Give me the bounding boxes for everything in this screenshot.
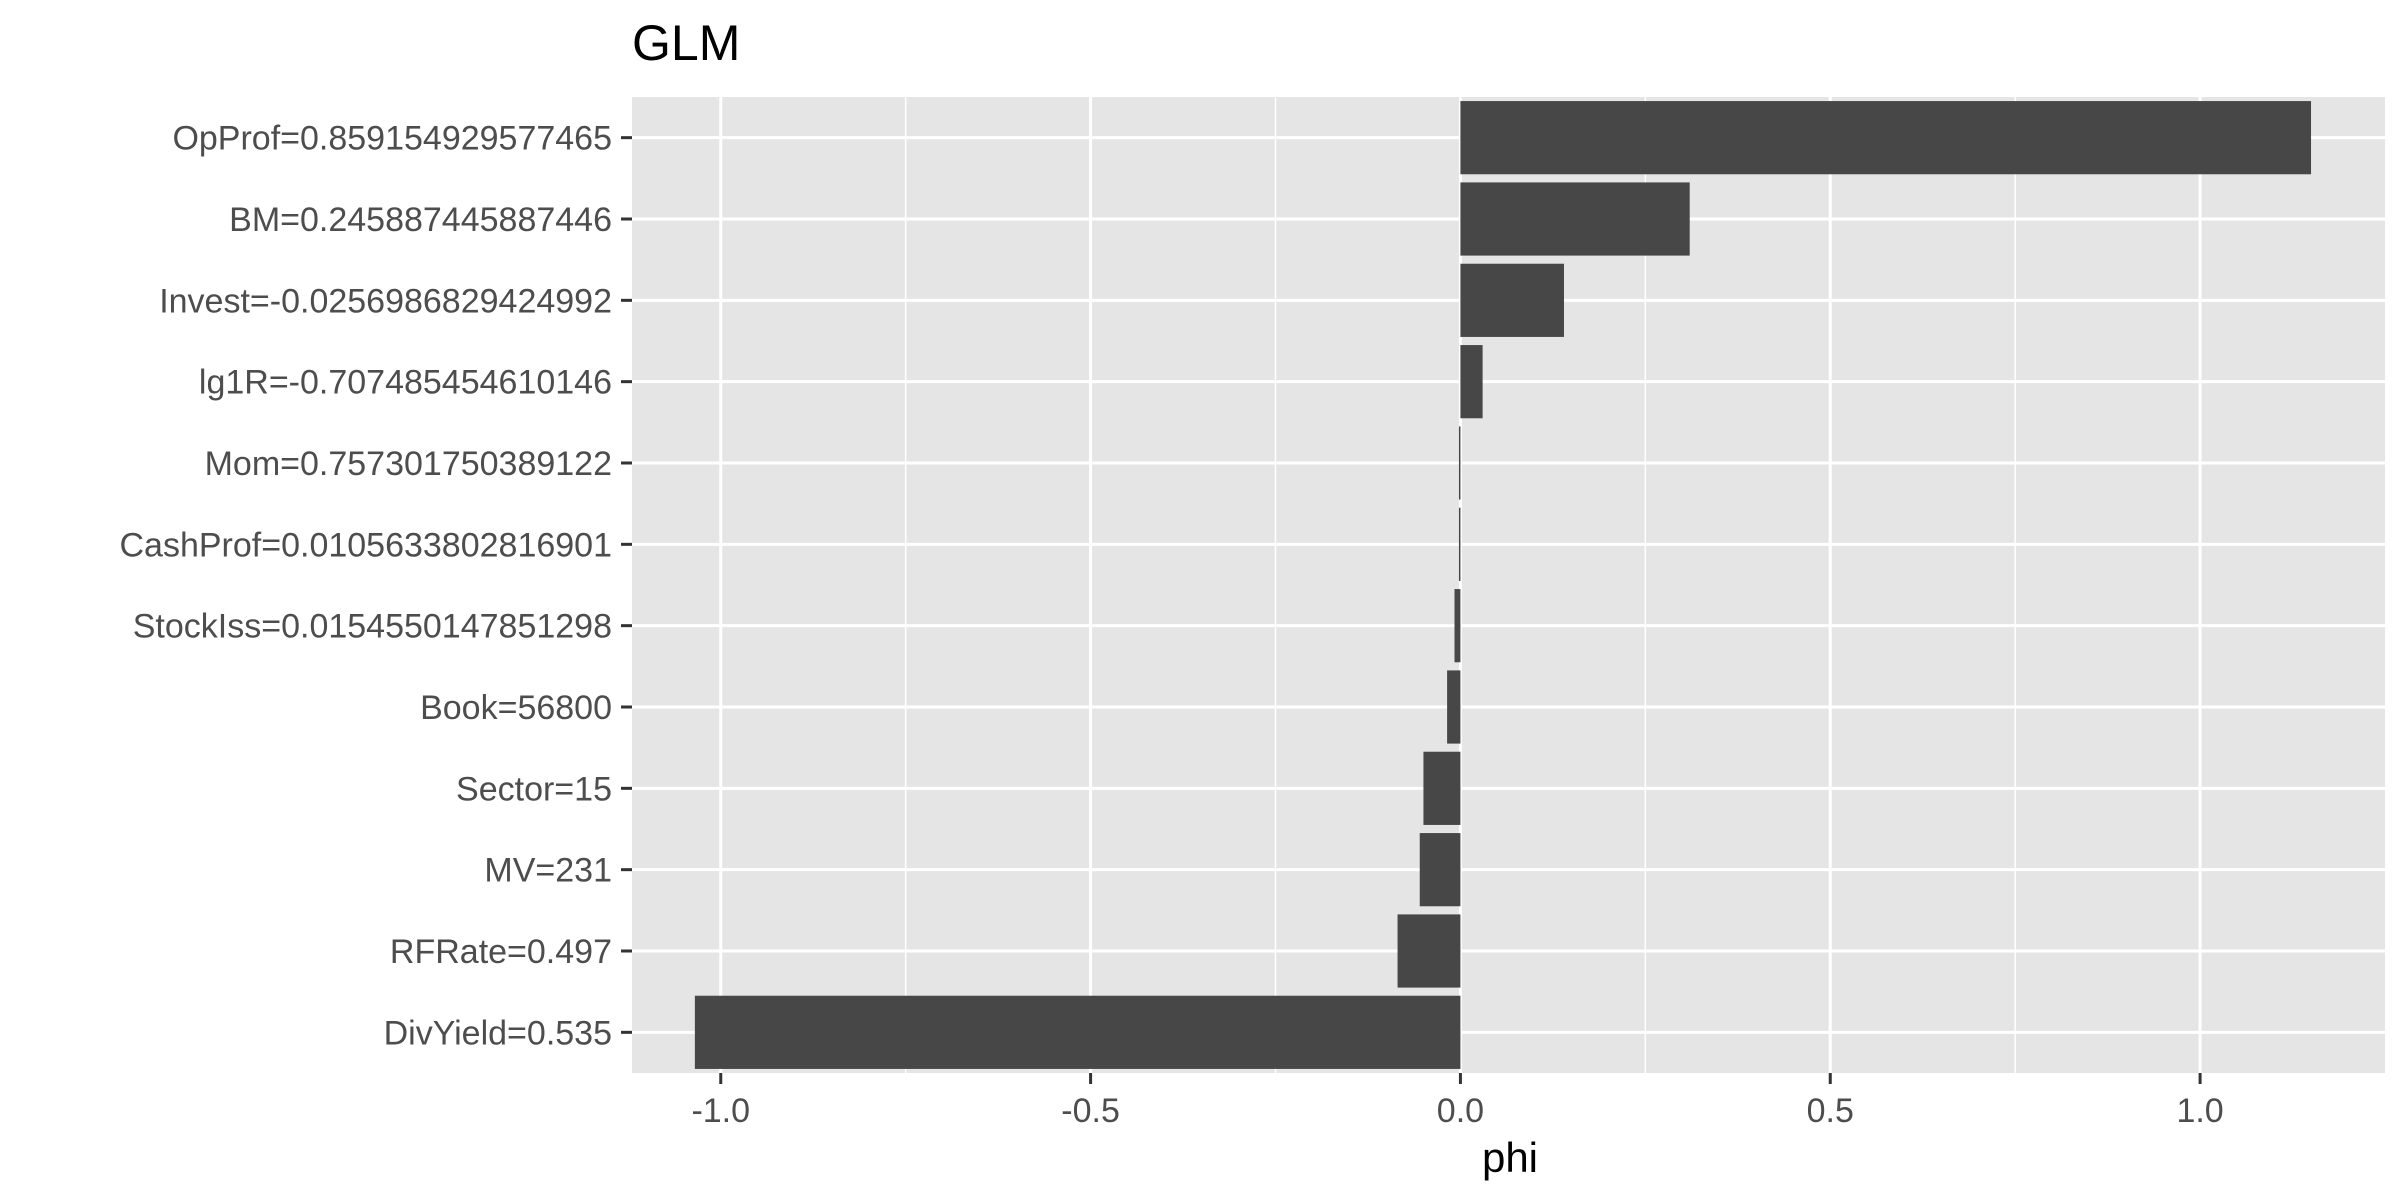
x-tick-label: 1.0 (2176, 1092, 2223, 1130)
bar (1458, 507, 1461, 581)
bar (1460, 345, 1483, 419)
y-tick-label: Invest=-0.0256986829424992 (159, 282, 612, 320)
bars (694, 101, 2312, 1069)
y-tick-label: BM=0.245887445887446 (229, 201, 612, 239)
x-tick-label: 0.0 (1437, 1092, 1484, 1130)
bar (1419, 833, 1461, 907)
bar (1397, 914, 1461, 988)
y-tick-label: RFRate=0.497 (390, 933, 612, 971)
bar (1460, 101, 2312, 175)
x-tick-label: 0.5 (1807, 1092, 1854, 1130)
bar (1460, 263, 1564, 337)
y-tick-label: CashProf=0.0105633802816901 (120, 526, 613, 564)
plot-panel (632, 97, 2385, 1073)
y-tick-label: StockIss=0.0154550147851298 (133, 608, 612, 646)
y-tick-label: MV=231 (484, 852, 612, 890)
x-axis-title: phi (1482, 1134, 1538, 1181)
y-tick-label: Sector=15 (456, 770, 612, 808)
y-axis: OpProf=0.859154929577465 BM=0.24588744588… (120, 120, 632, 1052)
y-tick-label: DivYield=0.535 (384, 1014, 612, 1052)
x-tick-label: -1.0 (691, 1092, 750, 1130)
y-tick-label: Mom=0.757301750389122 (205, 445, 612, 483)
bar (1454, 589, 1461, 663)
x-axis: -1.0 -0.5 0.0 0.5 1.0 (691, 1073, 2224, 1130)
chart-title: GLM (632, 15, 740, 71)
y-tick-label: OpProf=0.859154929577465 (172, 120, 612, 158)
bar (1423, 751, 1461, 825)
bar (1460, 182, 1690, 256)
x-tick-label: -0.5 (1061, 1092, 1120, 1130)
y-tick-label: Book=56800 (420, 689, 612, 727)
y-tick-label: lg1R=-0.707485454610146 (199, 364, 612, 402)
bar (1458, 426, 1461, 500)
bar (694, 995, 1461, 1069)
bar (1447, 670, 1461, 744)
